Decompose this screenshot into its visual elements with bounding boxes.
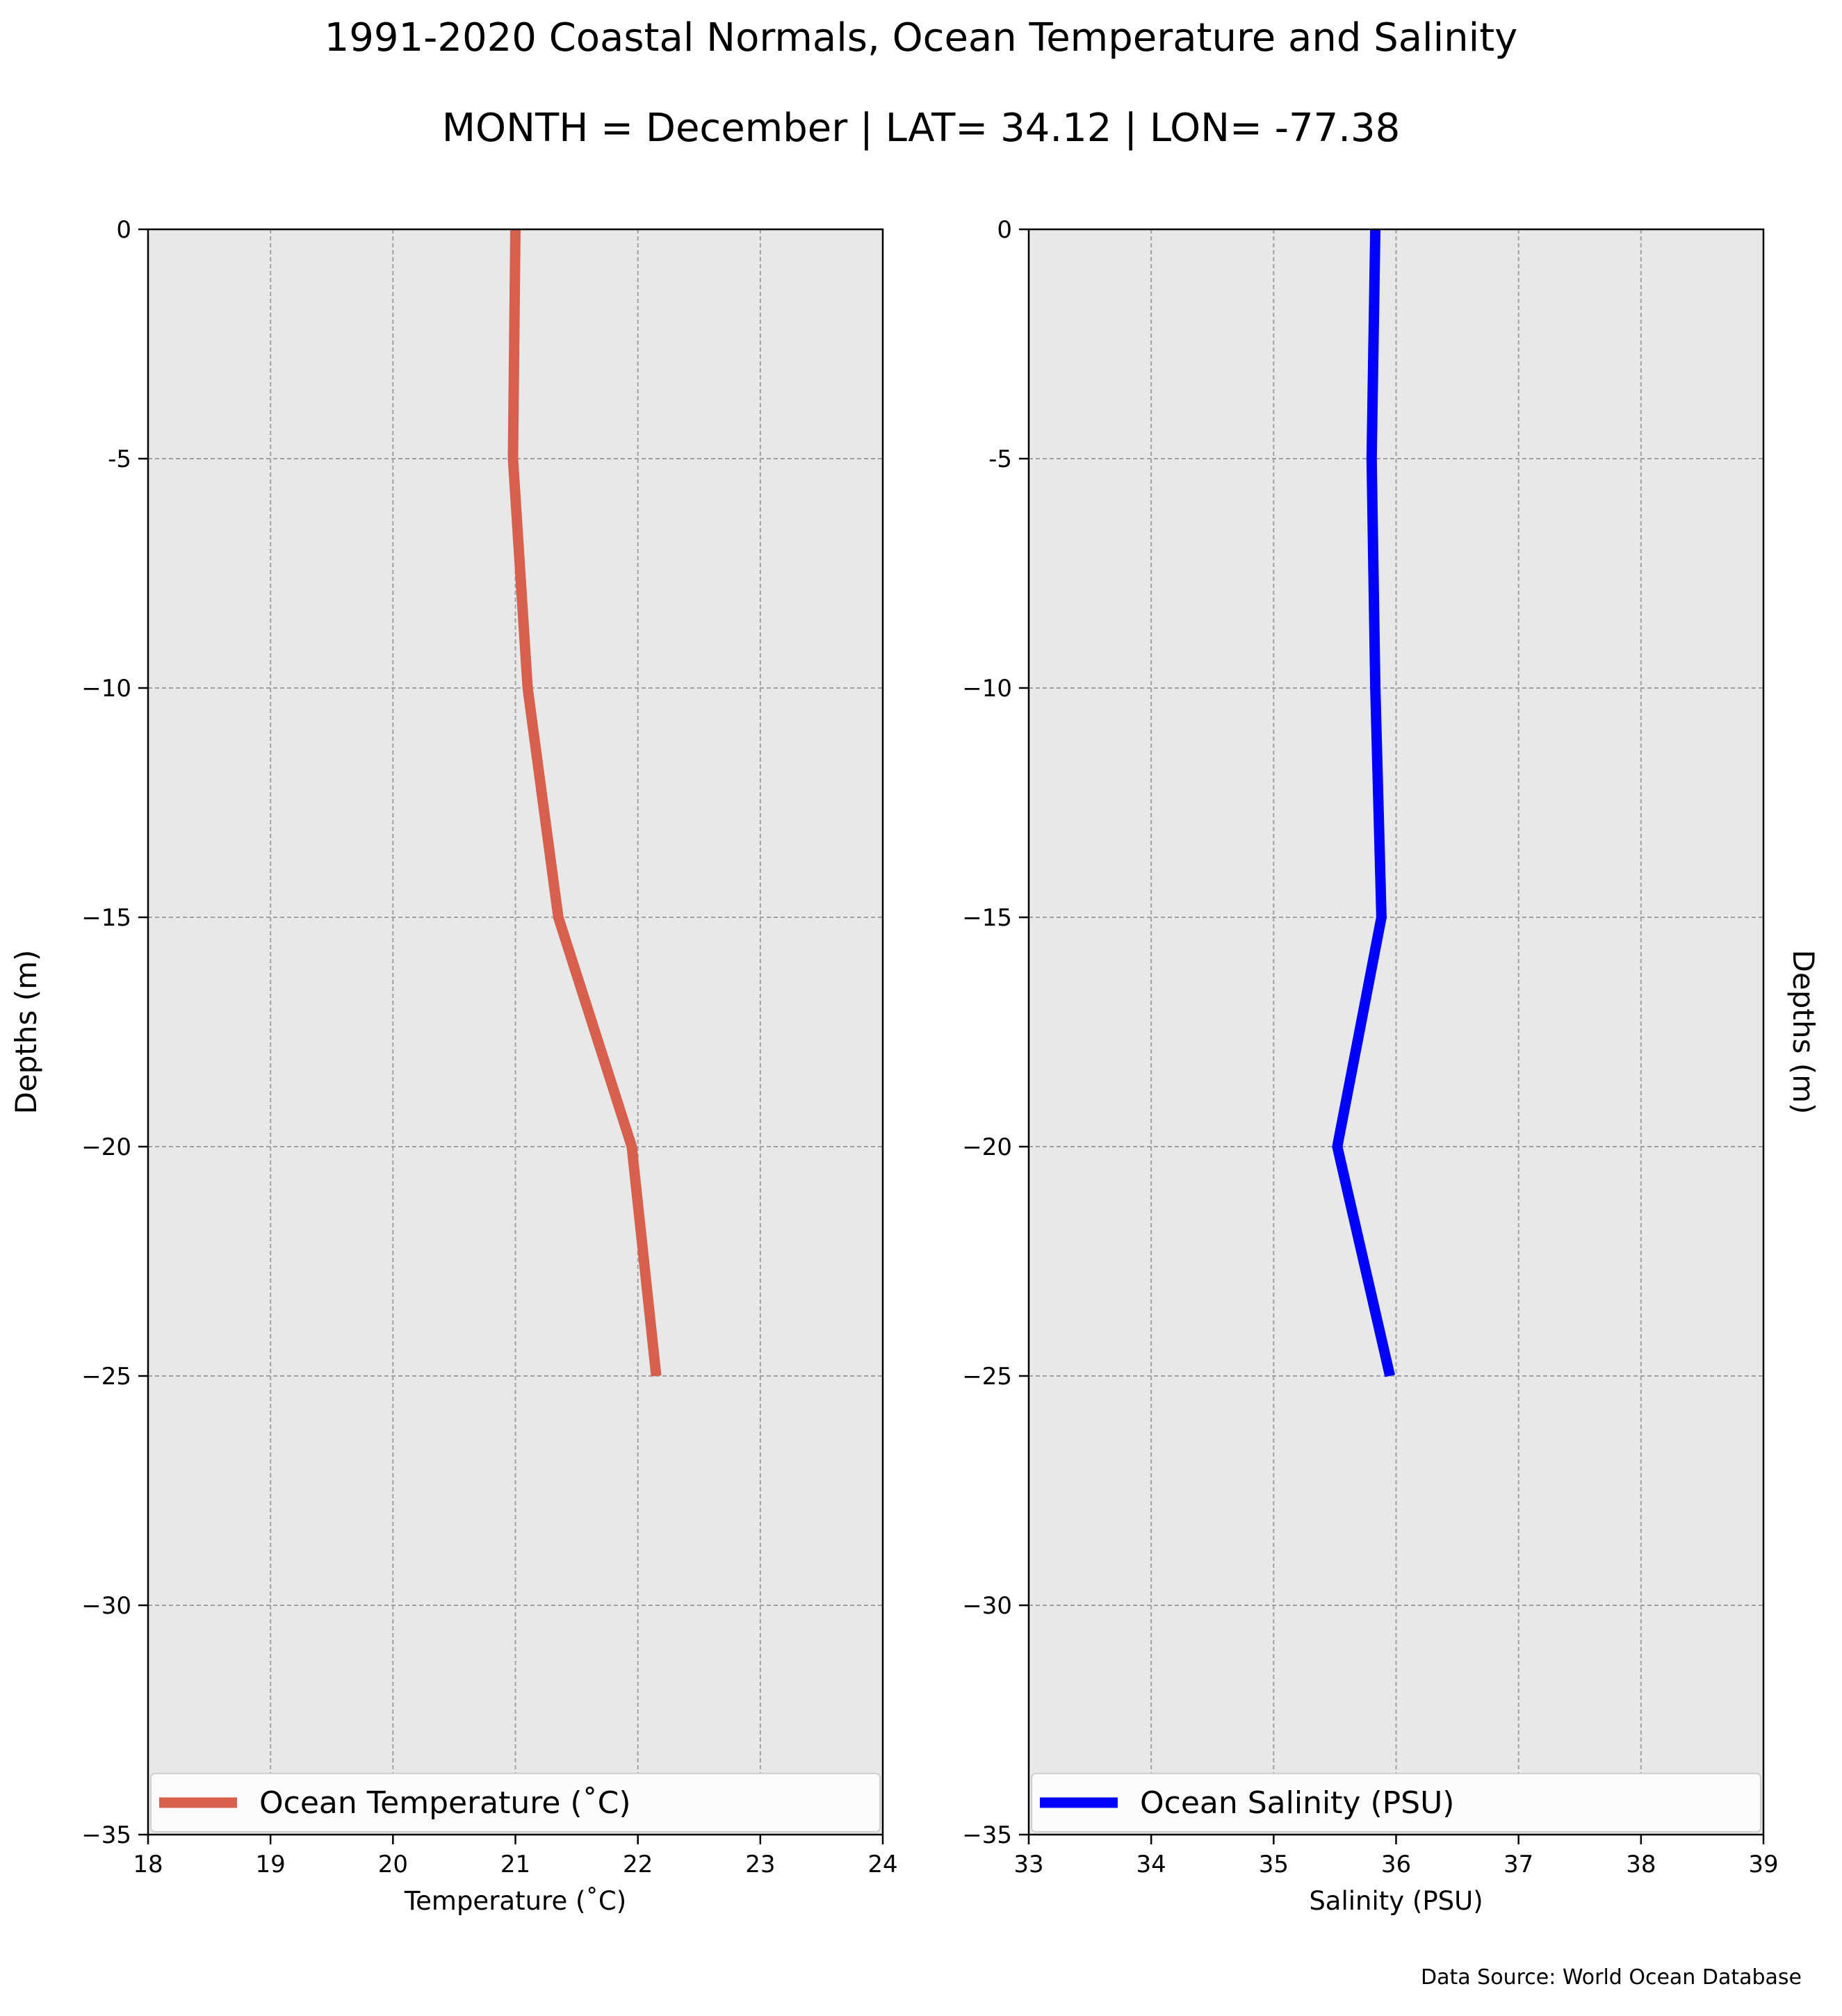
temperature-y-axis-label: Depths (m) (9, 950, 43, 1115)
salinity-x-tick-label: 33 (1013, 1851, 1043, 1878)
temperature-legend-box (150, 1773, 881, 1833)
temperature-y-tick-label: −10 (81, 675, 131, 703)
salinity-y-tick-label: 0 (997, 216, 1012, 244)
temperature-x-tick-label: 20 (378, 1851, 408, 1878)
temperature-legend: Ocean Temperature (˚C) (150, 1773, 881, 1833)
salinity-y-tick-label: −25 (962, 1363, 1012, 1391)
salinity-x-tick-label: 35 (1259, 1851, 1289, 1878)
salinity-y-tick-label: −35 (962, 1821, 1012, 1849)
salinity-y-axis-label: Depths (m) (1786, 950, 1820, 1115)
temperature-x-tick-label: 21 (500, 1851, 530, 1878)
temperature-x-tick-label: 22 (623, 1851, 653, 1878)
salinity-legend-label: Ocean Salinity (PSU) (1140, 1785, 1454, 1821)
temperature-y-tick-label: −30 (81, 1592, 131, 1620)
salinity-y-tick-label: −15 (962, 904, 1012, 932)
temperature-y-tick-label: −25 (81, 1363, 131, 1391)
temperature-series-line (507, 229, 662, 1377)
temperature-y-tick-label: -5 (108, 445, 131, 473)
temperature-y-tick-label: −15 (81, 904, 131, 932)
salinity-y-tick-label: -5 (988, 445, 1012, 473)
temperature-x-tick-label: 23 (745, 1851, 775, 1878)
salinity-legend-box (1031, 1773, 1761, 1833)
figure-subtitle: MONTH = December | LAT= 34.12 | LON= -77… (441, 106, 1401, 151)
data-source-note: Data Source: World Ocean Database (1421, 1965, 1802, 1990)
figure-title: 1991-2020 Coastal Normals, Ocean Tempera… (324, 15, 1518, 60)
temperature-legend-label: Ocean Temperature (˚C) (259, 1785, 631, 1821)
salinity-panel: 33 34 35 36 37 38 39 0 -5 −10 −15 −20 −25 −30 −35 Salin… (962, 216, 1820, 1916)
temperature-y-tick-label: 0 (116, 216, 131, 244)
salinity-legend: Ocean Salinity (PSU) (1031, 1773, 1761, 1833)
salinity-x-tick-label: 37 (1503, 1851, 1533, 1878)
salinity-x-tick-label: 39 (1748, 1851, 1778, 1878)
salinity-x-tick-label: 34 (1136, 1851, 1166, 1878)
temperature-x-axis-label: Temperature (˚C) (404, 1886, 626, 1916)
salinity-y-tick-label: −10 (962, 675, 1012, 703)
salinity-y-tick-label: −20 (962, 1133, 1012, 1161)
temperature-x-tick-label: 19 (256, 1851, 286, 1878)
salinity-series-line (1332, 229, 1396, 1377)
temperature-y-tick-label: −20 (81, 1133, 131, 1161)
temperature-x-tick-label: 18 (133, 1851, 163, 1878)
salinity-x-tick-label: 38 (1626, 1851, 1656, 1878)
salinity-x-axis-label: Salinity (PSU) (1309, 1886, 1483, 1916)
temperature-y-tick-label: −35 (81, 1821, 131, 1849)
salinity-x-tick-label: 36 (1381, 1851, 1411, 1878)
temperature-x-tick-label: 24 (867, 1851, 897, 1878)
temperature-panel: 18 19 20 21 22 23 24 0 -5 −10 −15 −20 −25 −30 −35 Tempe… (9, 216, 898, 1916)
salinity-y-tick-label: −30 (962, 1592, 1012, 1620)
